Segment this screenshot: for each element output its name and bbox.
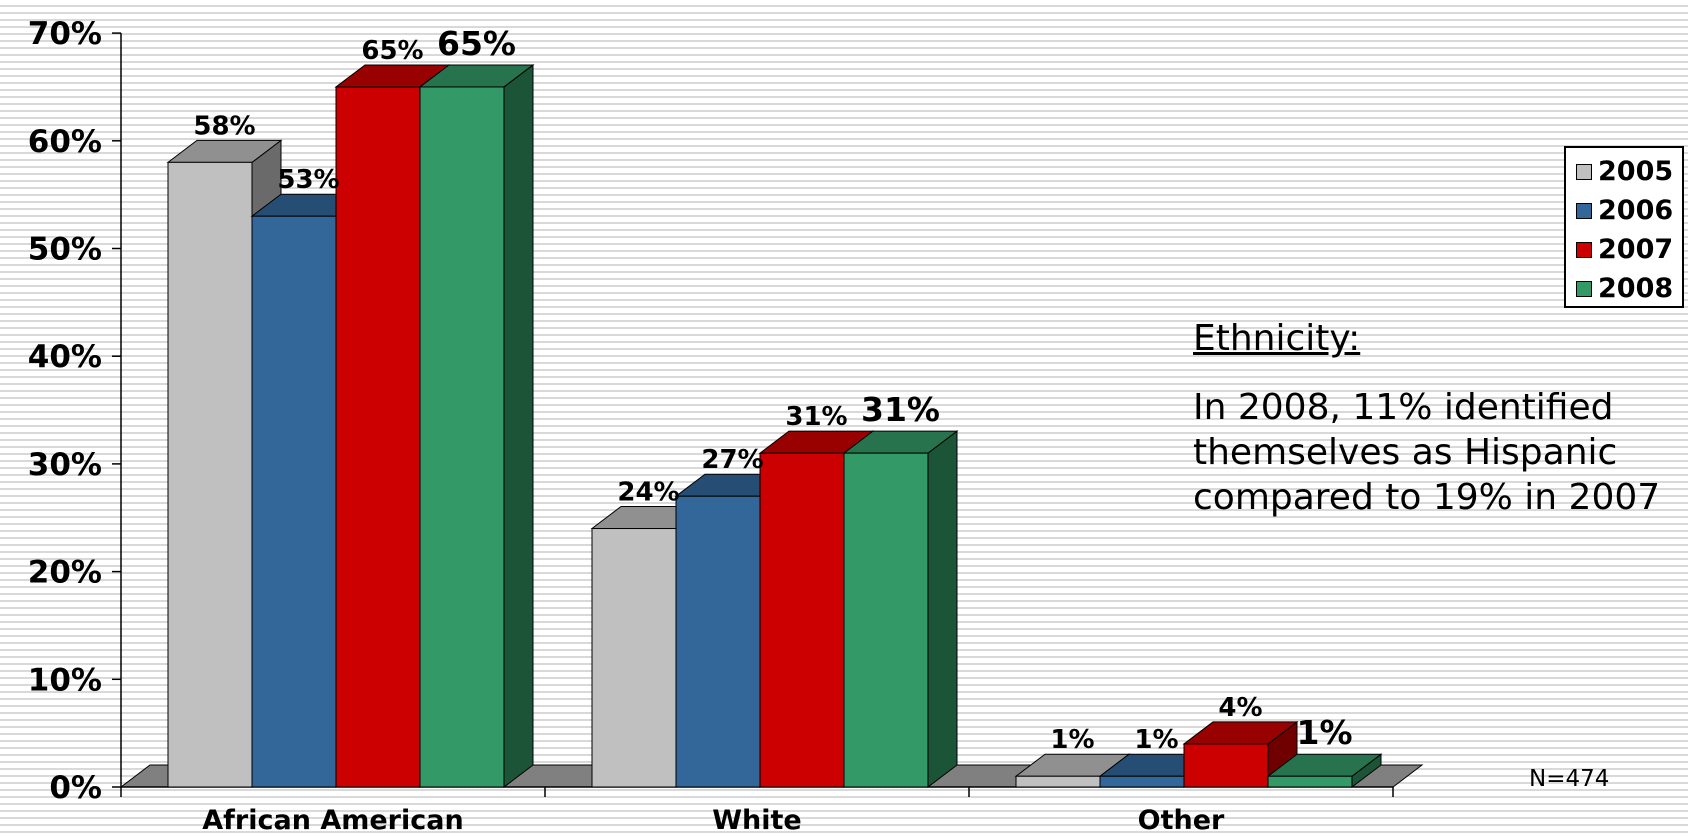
data-label: 1%: [1296, 713, 1352, 752]
data-label: 65%: [361, 36, 423, 66]
bar-front-face: [1267, 775, 1353, 788]
bar-front-face: [335, 86, 421, 788]
y-tick-label: 60%: [28, 124, 102, 160]
legend-swatch-2006: [1576, 202, 1592, 219]
bar-front-face: [591, 528, 677, 788]
y-tick-label: 70%: [28, 16, 102, 52]
bar-front-face: [1015, 775, 1101, 788]
legend-label-2005: 2005: [1598, 156, 1674, 187]
bar: [842, 430, 959, 789]
bar-front-face: [251, 215, 337, 788]
bar-front-face: [1099, 775, 1185, 788]
data-label: 4%: [1218, 693, 1262, 723]
data-label: 24%: [617, 478, 679, 508]
bar: [418, 63, 535, 789]
legend-item-2007: 2007: [1576, 230, 1682, 269]
legend-swatch-2007: [1576, 241, 1592, 258]
annotation-text: In 2008, 11% identified themselves as Hi…: [1193, 387, 1661, 518]
sample-size: N=474: [1529, 766, 1610, 792]
x-category-label: White: [712, 805, 801, 836]
y-tick-label: 50%: [28, 232, 102, 268]
legend-swatch-2005: [1576, 163, 1592, 180]
data-label: 65%: [437, 24, 516, 63]
y-tick-label: 10%: [28, 662, 102, 698]
x-category-label: African American: [202, 805, 463, 836]
legend-label-2008: 2008: [1598, 273, 1674, 304]
bar-front-face: [759, 452, 845, 788]
data-label: 31%: [861, 390, 940, 429]
legend-label-2007: 2007: [1598, 234, 1674, 265]
data-label: 1%: [1134, 725, 1178, 755]
bar-side-face: [927, 430, 958, 789]
bar-side-face: [503, 63, 534, 789]
data-label: 53%: [277, 165, 339, 195]
legend-label-2006: 2006: [1598, 195, 1674, 226]
data-label: 27%: [701, 445, 763, 475]
legend: 2005 2006 2007 2008: [1564, 146, 1684, 308]
legend-item-2008: 2008: [1576, 269, 1682, 308]
data-label: 31%: [785, 402, 847, 432]
y-tick-label: 30%: [28, 447, 102, 483]
bar-front-face: [843, 452, 929, 788]
legend-item-2006: 2006: [1576, 191, 1682, 230]
y-tick-label: 0%: [49, 770, 102, 806]
y-tick-label: 40%: [28, 339, 102, 375]
annotation-title: Ethnicity:: [1193, 318, 1361, 359]
bar-front-face: [167, 161, 253, 788]
bar-front-face: [675, 495, 761, 788]
bar-front-face: [419, 86, 505, 788]
legend-item-2005: 2005: [1576, 152, 1682, 191]
y-tick-label: 20%: [28, 555, 102, 591]
x-category-label: Other: [1138, 805, 1225, 836]
legend-swatch-2008: [1576, 280, 1592, 297]
bar: [1266, 753, 1383, 789]
bar-front-face: [1183, 743, 1269, 788]
data-label: 1%: [1050, 725, 1094, 755]
data-label: 58%: [193, 111, 255, 141]
